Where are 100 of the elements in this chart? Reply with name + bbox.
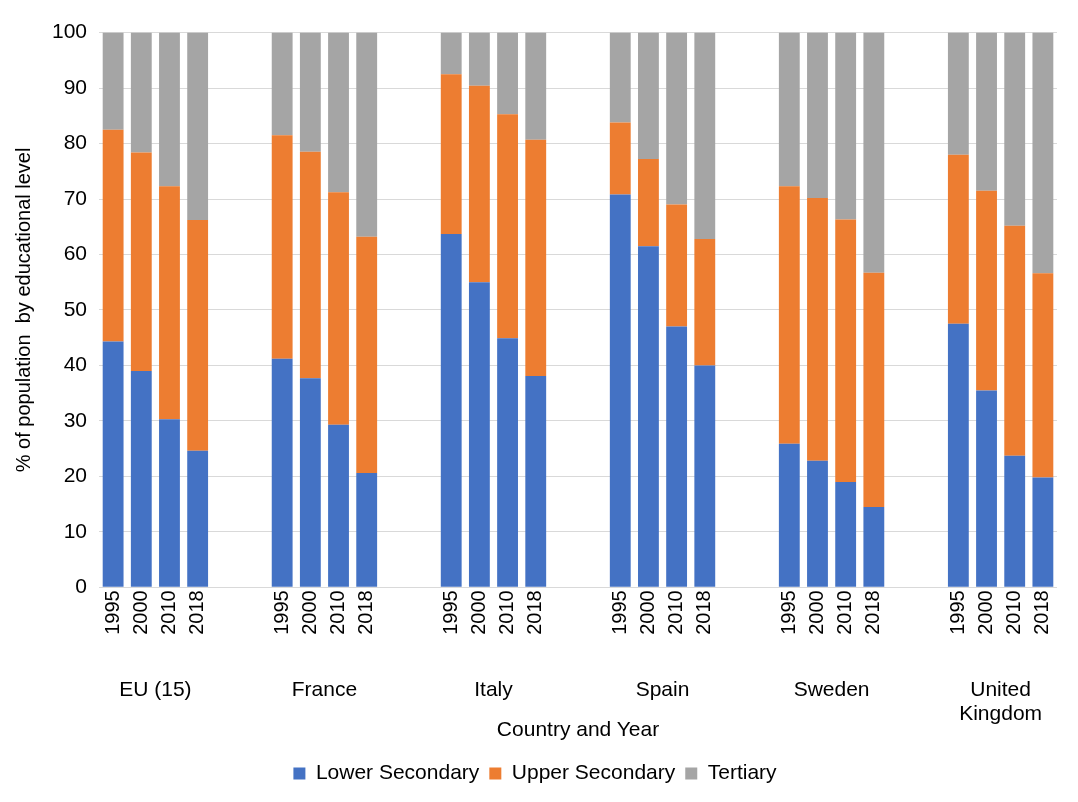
x-tick-label: 2010	[664, 590, 687, 635]
bar	[102, 341, 124, 587]
bar	[356, 32, 378, 237]
text: Spain	[635, 676, 690, 700]
x-tick-label: 2018	[1030, 590, 1053, 635]
bar	[609, 122, 631, 195]
x-tick-label: 2000	[466, 590, 489, 635]
bar	[835, 32, 857, 220]
bar	[468, 32, 490, 86]
bar	[947, 154, 969, 324]
bar	[440, 74, 462, 234]
bar	[271, 32, 293, 136]
bar	[328, 32, 349, 193]
x-tick-label: 2000	[635, 590, 658, 635]
bar	[102, 129, 124, 342]
x-tick-label: 2000	[128, 590, 151, 635]
bar	[497, 338, 518, 587]
bar	[497, 32, 518, 115]
x-tick-label: 2010	[1002, 590, 1025, 635]
bar	[638, 246, 659, 587]
bar	[947, 323, 969, 587]
bar	[976, 390, 997, 587]
legend-label: Tertiary	[707, 760, 778, 784]
bar	[356, 473, 378, 587]
bar	[976, 32, 997, 191]
bar	[778, 186, 800, 444]
bar	[356, 236, 378, 474]
bar	[328, 424, 349, 587]
y-tick-label: 60	[63, 241, 88, 265]
y-tick-label: 20	[63, 463, 88, 487]
legend-label: Upper Secondary	[511, 760, 676, 784]
x-tick-label: 2018	[185, 590, 208, 635]
x-tick-label: 2018	[692, 590, 715, 635]
y-tick-label: 10	[63, 518, 88, 542]
bar	[1004, 225, 1026, 456]
bar	[497, 114, 518, 339]
bar	[1032, 32, 1054, 274]
x-tick-label: 2010	[495, 590, 518, 635]
legend-label: Lower Secondary	[315, 760, 480, 784]
bar	[863, 32, 885, 273]
x-tick-label: 1995	[945, 590, 968, 635]
y-axis-title: % of population by educational level	[11, 147, 34, 473]
x-tick-label: 1995	[438, 590, 461, 635]
bar	[835, 219, 857, 482]
bar	[525, 375, 547, 587]
x-tick-label: 2010	[156, 590, 179, 635]
bar	[807, 460, 828, 587]
bar	[159, 186, 180, 420]
y-tick-label: 80	[63, 130, 88, 154]
bar	[807, 32, 828, 198]
bar	[1004, 32, 1026, 226]
text: France	[291, 676, 358, 700]
bar	[863, 272, 885, 507]
bar	[299, 32, 321, 152]
bar	[778, 443, 800, 587]
bar	[947, 32, 969, 155]
bar	[666, 204, 688, 327]
x-tick-label: 1995	[100, 590, 123, 635]
x-tick-label: 2010	[326, 590, 349, 635]
text: Sweden	[793, 676, 870, 700]
y-tick-label: 90	[63, 74, 88, 98]
bar	[778, 32, 800, 187]
y-tick-label: 30	[63, 407, 88, 431]
bar	[159, 32, 180, 187]
bar	[807, 197, 828, 461]
bar	[666, 32, 688, 205]
bar	[1032, 273, 1054, 478]
bar	[102, 32, 124, 130]
x-tick-label: 2000	[297, 590, 320, 635]
bar	[187, 32, 209, 221]
bar	[694, 365, 716, 587]
bar	[638, 32, 659, 160]
bar	[130, 370, 152, 587]
bar	[609, 32, 631, 123]
bar	[159, 419, 180, 587]
x-tick-label: 2018	[523, 590, 546, 635]
bar	[666, 326, 688, 587]
x-tick-label: 1995	[776, 590, 799, 635]
bar	[525, 139, 547, 376]
bar	[130, 32, 152, 153]
x-axis-title: Country and Year	[496, 717, 660, 741]
y-tick-label: 100	[51, 19, 88, 43]
x-tick-label: 2010	[833, 590, 856, 635]
x-tick-label: 2000	[974, 590, 997, 635]
x-tick-label: 1995	[269, 590, 292, 635]
bar	[609, 194, 631, 587]
bar	[694, 32, 716, 239]
bar	[271, 358, 293, 587]
bar	[440, 32, 462, 75]
bar	[187, 220, 209, 451]
bar	[835, 481, 857, 587]
bar	[1004, 455, 1026, 587]
bar	[468, 85, 490, 283]
bar	[299, 378, 321, 587]
bar	[328, 192, 349, 425]
bar	[1032, 477, 1054, 587]
y-tick-label: 0	[75, 574, 88, 598]
bar	[440, 233, 462, 587]
text: EU (15)	[119, 676, 192, 700]
bar	[468, 282, 490, 587]
